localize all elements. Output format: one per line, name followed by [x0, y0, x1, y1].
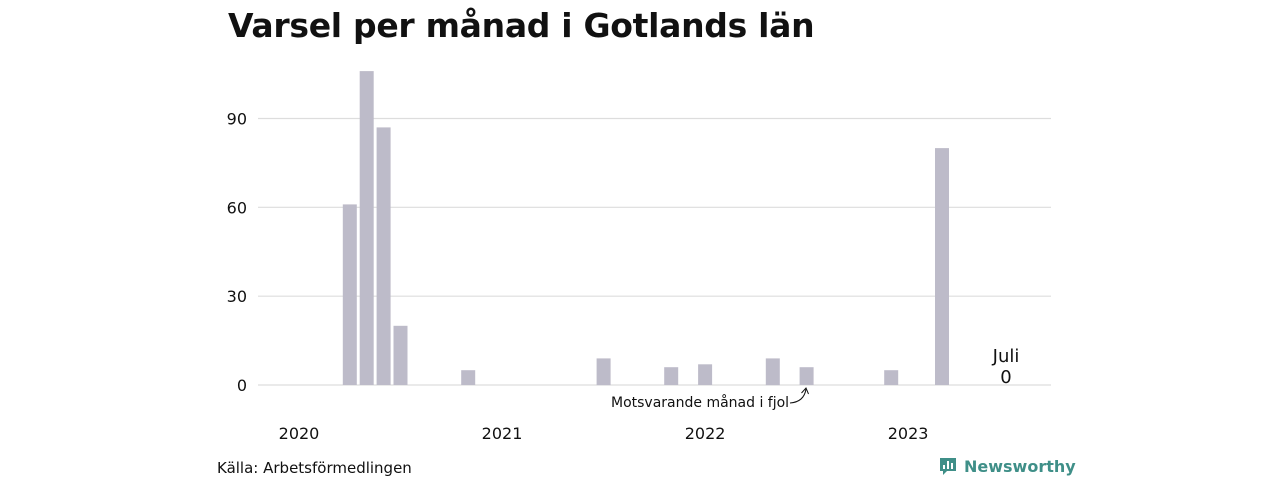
annotation-arrow	[789, 388, 807, 404]
annotation-label: Motsvarande månad i fjol	[611, 394, 789, 411]
y-tick-label: 30	[227, 287, 247, 306]
source-note: Källa: Arbetsförmedlingen	[217, 459, 412, 477]
bar	[376, 127, 391, 386]
bar	[461, 370, 476, 385]
bar	[765, 358, 780, 386]
bar	[596, 358, 611, 386]
callout-value: 0	[1000, 367, 1011, 388]
annotation-arrowhead	[801, 387, 809, 395]
x-tick-label: 2022	[685, 424, 726, 443]
bar	[359, 71, 374, 385]
bar-layer	[342, 71, 949, 386]
chart-title: Varsel per månad i Gotlands län	[228, 6, 815, 45]
brand-name: Newsworthy	[964, 456, 1076, 476]
callout-month: Juli	[992, 346, 1020, 367]
bar	[393, 325, 408, 385]
bar	[698, 364, 713, 385]
x-tick-label: 2020	[279, 424, 320, 443]
bar-chart-badge-icon	[940, 458, 956, 475]
x-tick-label: 2023	[888, 424, 929, 443]
label-layer: 0 30 60 90 2020 2021 2022 2023	[227, 110, 929, 444]
bar	[664, 367, 679, 385]
bar	[884, 370, 899, 385]
bar	[799, 367, 814, 385]
x-tick-label: 2021	[482, 424, 523, 443]
y-tick-label: 60	[227, 198, 247, 217]
bar	[342, 204, 357, 385]
brand-logo: Newsworthy	[938, 456, 1076, 476]
bar	[935, 148, 949, 385]
y-tick-label: 90	[227, 110, 247, 129]
y-tick-label: 0	[237, 376, 247, 395]
